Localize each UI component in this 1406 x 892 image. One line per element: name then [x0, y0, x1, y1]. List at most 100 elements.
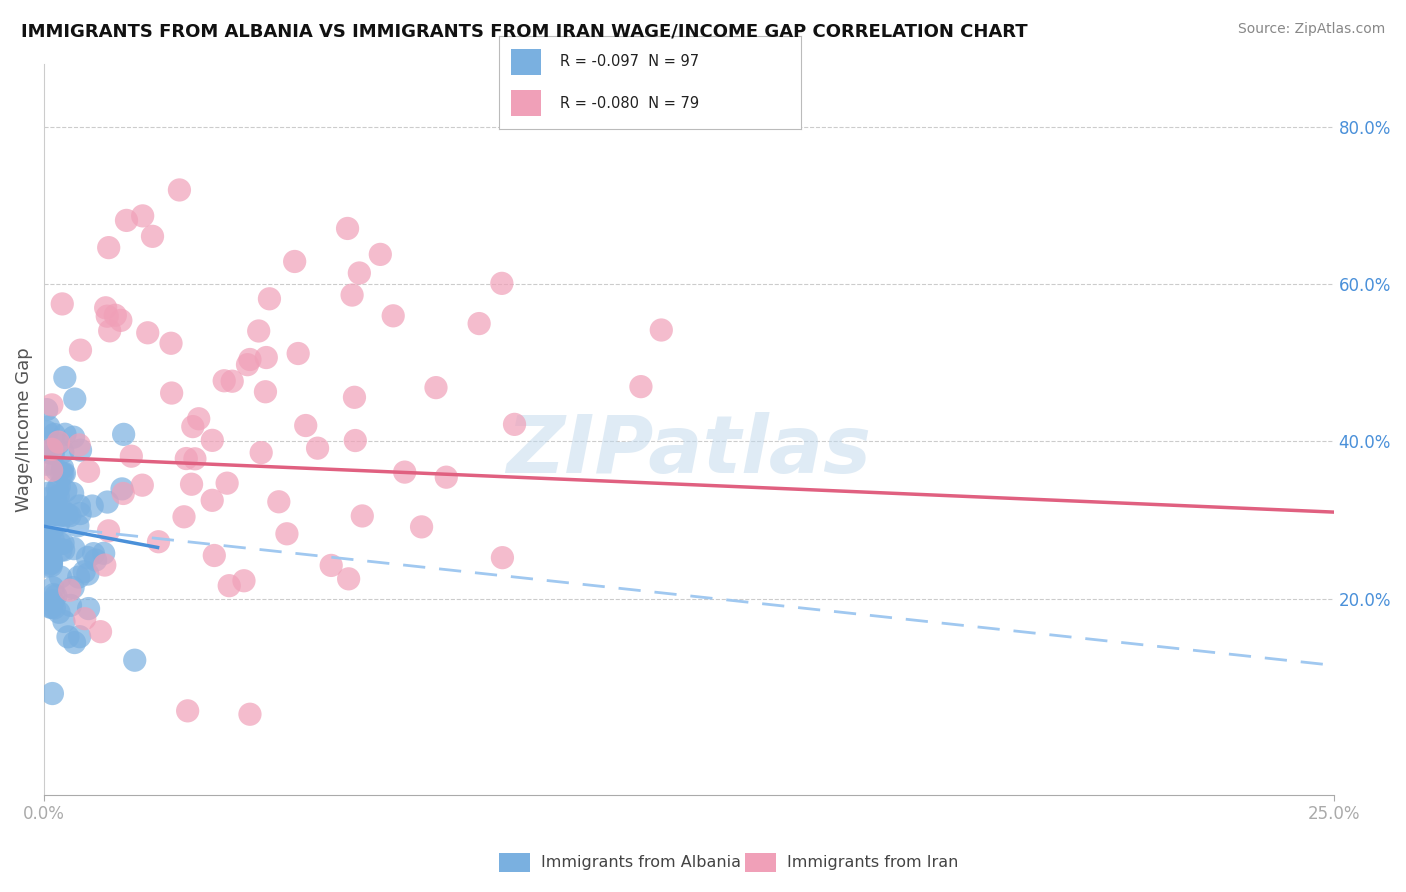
Point [35, 491, 58, 506]
Point [69, 630, 91, 644]
Point [650, 323, 672, 337]
Point [201, 493, 224, 508]
Point [49, 543, 72, 558]
Point [94, 301, 117, 315]
Point [630, 379, 652, 393]
Point [35, 536, 58, 550]
Point [352, 508, 374, 523]
Point [52, 445, 75, 459]
Point [39, 555, 62, 569]
Point [120, 449, 142, 463]
Point [89, 624, 111, 639]
Point [48, 516, 70, 530]
Point [56, 508, 79, 522]
Point [59, 583, 82, 598]
Point [52, 536, 75, 550]
Point [41, 600, 63, 615]
Point [148, 534, 170, 549]
Point [62, 486, 84, 500]
Point [39, 558, 62, 573]
Point [44, 512, 66, 526]
Point [41, 594, 63, 608]
Point [82, 547, 104, 561]
Point [84, 553, 107, 567]
Point [169, 183, 191, 197]
Point [254, 384, 277, 399]
Point [41, 398, 63, 412]
Point [37, 425, 59, 439]
Point [35, 500, 58, 515]
Point [41, 557, 63, 571]
Point [181, 419, 204, 434]
Point [77, 601, 100, 615]
Text: R = -0.097  N = 97: R = -0.097 N = 97 [560, 54, 699, 70]
Point [62, 430, 84, 444]
Point [48, 605, 70, 619]
Point [98, 324, 121, 338]
Point [45, 463, 67, 477]
Point [77, 464, 100, 478]
Point [434, 470, 457, 484]
Point [63, 541, 86, 556]
Point [35, 520, 58, 534]
Point [336, 221, 359, 235]
Point [254, 351, 277, 365]
Point [212, 374, 235, 388]
Point [340, 288, 363, 302]
Point [160, 386, 183, 401]
Point [35, 533, 58, 548]
Point [141, 229, 163, 244]
Point [42, 447, 65, 461]
Point [287, 346, 309, 360]
Point [66, 518, 89, 533]
Point [49, 570, 72, 584]
Point [97, 241, 120, 255]
Text: IMMIGRANTS FROM ALBANIA VS IMMIGRANTS FROM IRAN WAGE/INCOME GAP CORRELATION CHAR: IMMIGRANTS FROM ALBANIA VS IMMIGRANTS FR… [21, 22, 1028, 40]
Point [425, 381, 447, 395]
Point [52, 467, 75, 481]
Point [42, 533, 65, 547]
Point [42, 581, 65, 595]
Point [259, 292, 281, 306]
Point [112, 486, 135, 500]
Point [267, 495, 290, 509]
Point [382, 309, 405, 323]
Point [73, 565, 96, 579]
Point [76, 567, 98, 582]
Point [48, 435, 70, 450]
Point [41, 502, 63, 516]
Point [49, 536, 72, 550]
Point [221, 374, 243, 388]
Point [491, 277, 513, 291]
Point [236, 358, 259, 372]
Point [131, 209, 153, 223]
Text: Immigrants from Iran: Immigrants from Iran [787, 855, 959, 870]
Point [247, 324, 270, 338]
Point [349, 266, 371, 280]
Point [233, 574, 256, 588]
Point [41, 687, 63, 701]
Point [53, 427, 76, 442]
Point [187, 411, 209, 425]
Point [97, 524, 120, 538]
Point [124, 653, 146, 667]
Point [52, 615, 75, 629]
Point [180, 477, 202, 491]
Text: R = -0.080  N = 79: R = -0.080 N = 79 [560, 95, 699, 111]
Point [49, 506, 72, 520]
Point [46, 489, 69, 503]
Text: ZIPatlas: ZIPatlas [506, 412, 872, 491]
Point [46, 482, 69, 496]
Point [337, 572, 360, 586]
Point [69, 443, 91, 458]
Point [41, 507, 63, 521]
Point [42, 587, 65, 601]
FancyBboxPatch shape [512, 49, 541, 75]
Point [51, 467, 73, 481]
Point [218, 579, 240, 593]
Point [37, 556, 59, 570]
Point [35, 542, 58, 557]
Point [45, 504, 67, 518]
Point [67, 438, 90, 452]
Point [176, 704, 198, 718]
